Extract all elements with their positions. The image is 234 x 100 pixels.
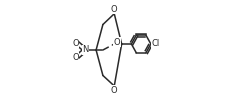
Text: Cl: Cl [152,40,160,48]
Text: O: O [111,86,118,95]
Text: N: N [82,46,88,54]
Text: O: O [111,5,118,14]
Text: O: O [72,38,79,48]
Text: O: O [114,38,121,46]
Text: O: O [72,52,79,62]
